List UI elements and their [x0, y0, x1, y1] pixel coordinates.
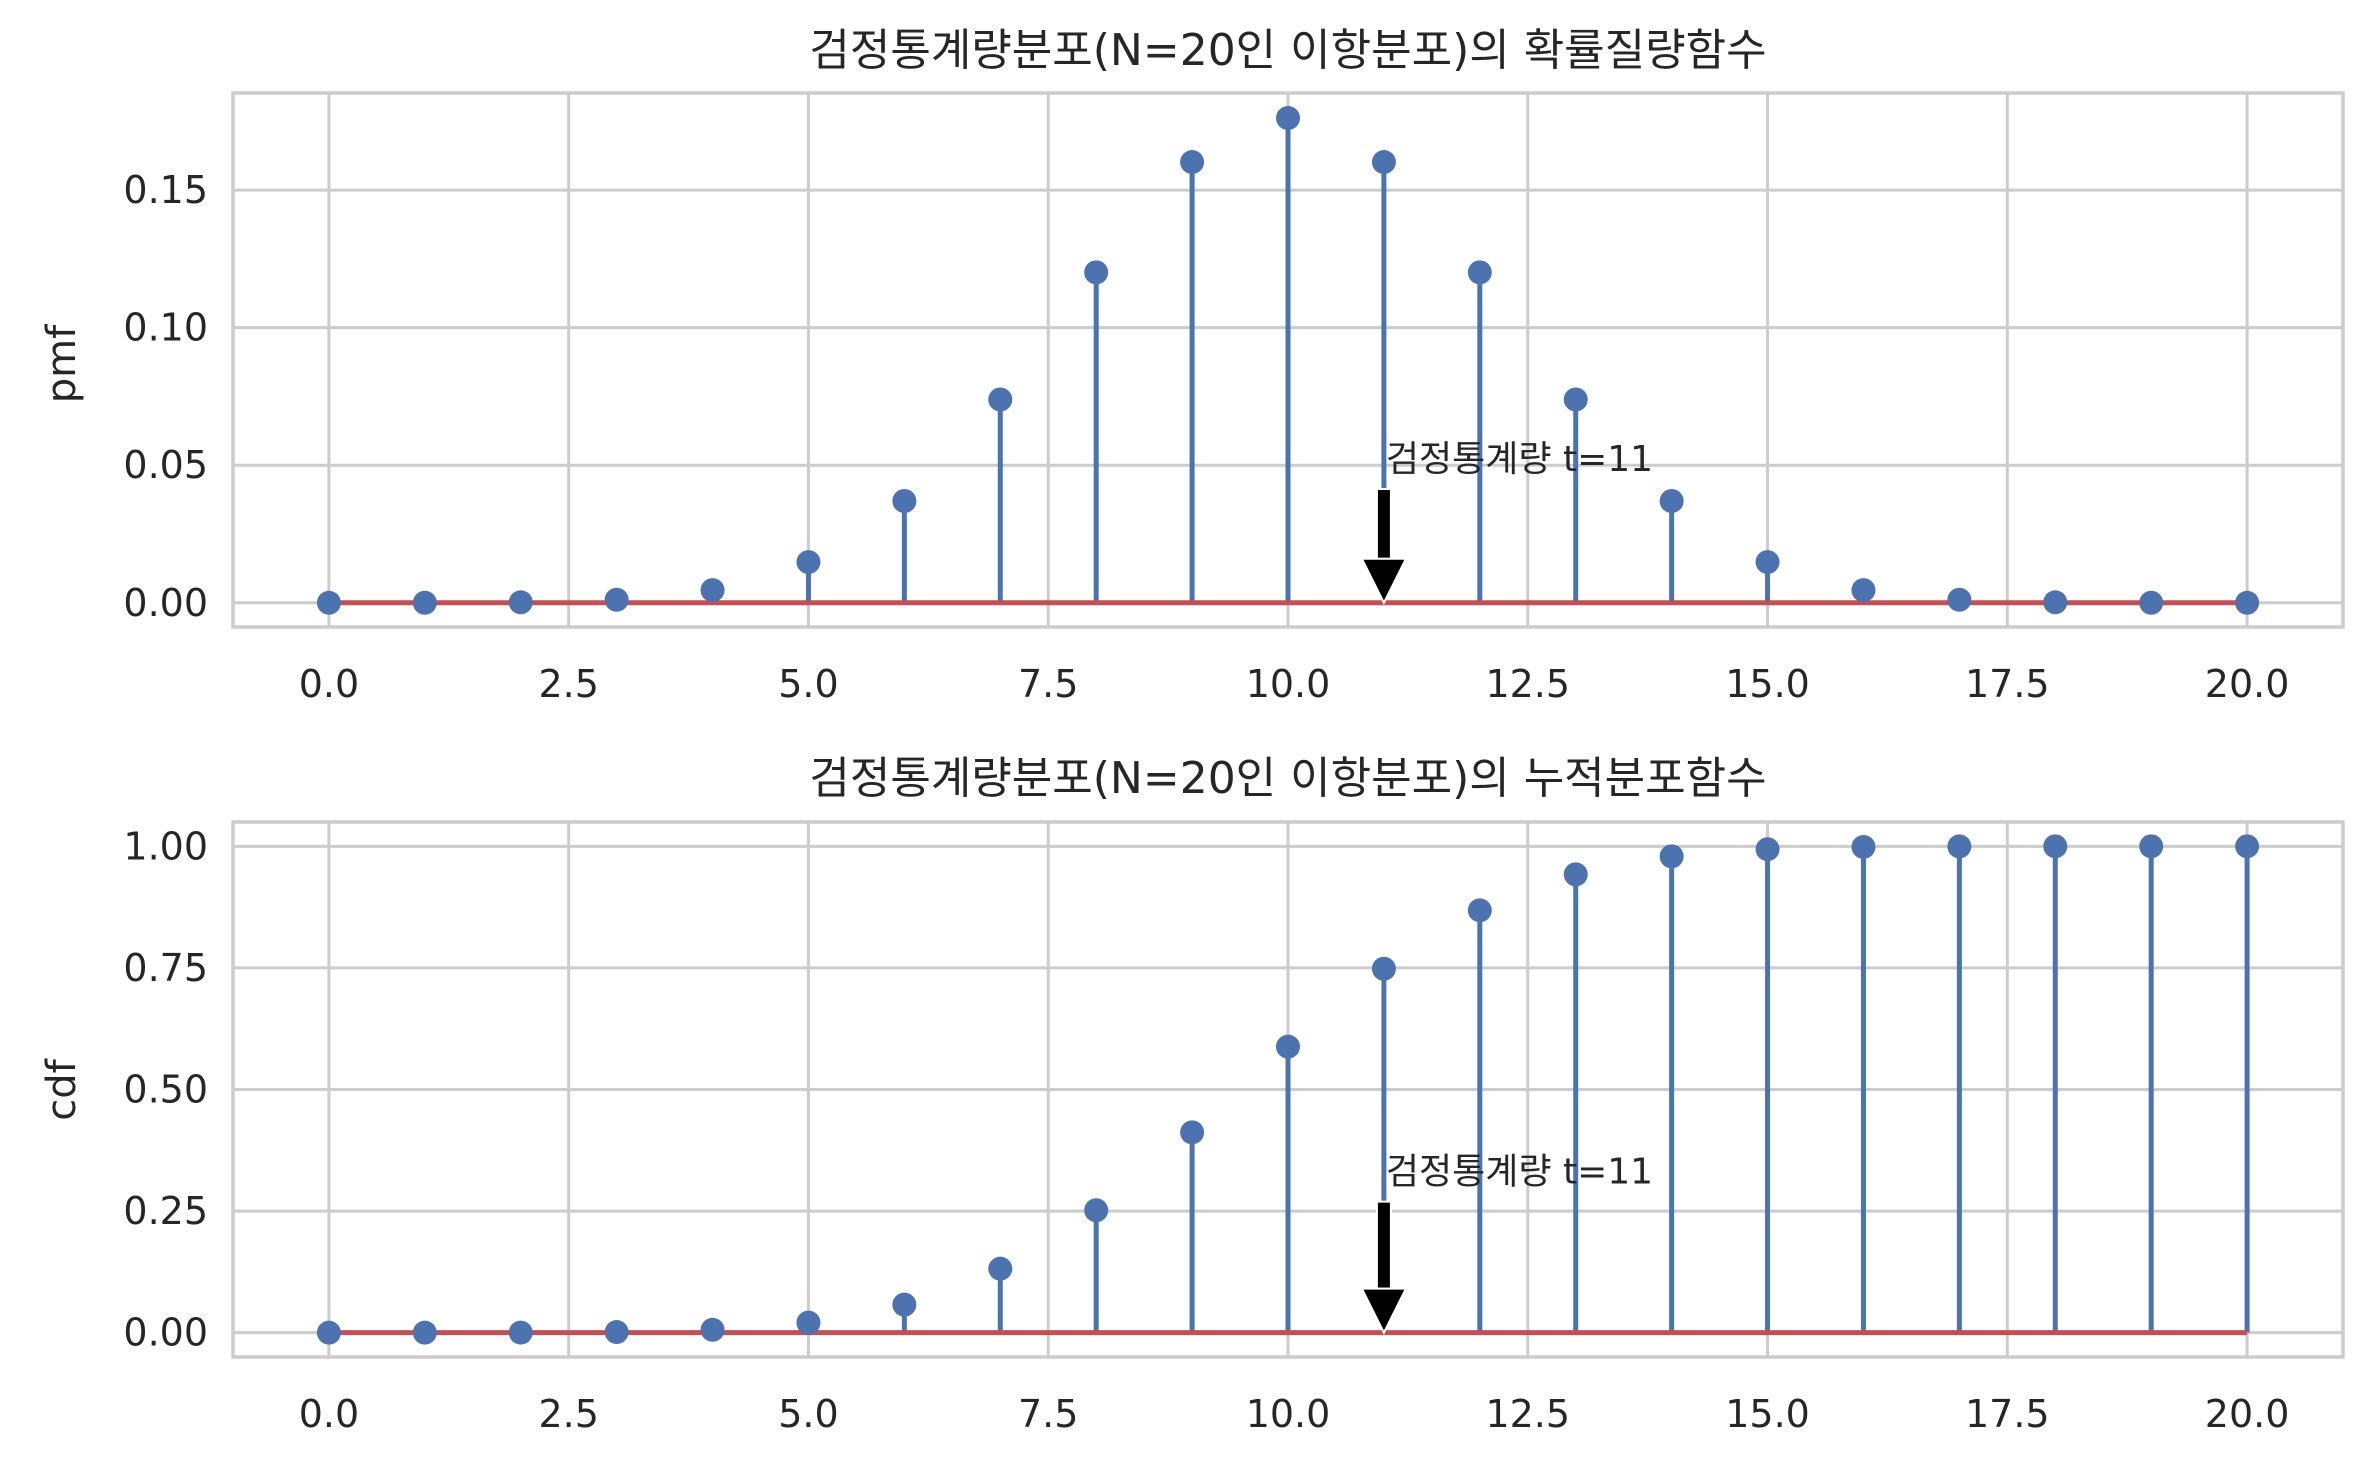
- cdf-y-tick-label: 1.00: [123, 824, 208, 868]
- cdf-stem-marker: [700, 1317, 725, 1342]
- cdf-annotation-arrow-shaft: [1375, 1200, 1392, 1290]
- cdf-panel: 검정통계량분포(N=20인 이항분포)의 누적분포함수 cdf 0.0 2.5 5.…: [39, 753, 2345, 1436]
- pmf-x-tick-label: 10.0: [1246, 662, 1331, 706]
- pmf-stem-marker: [892, 488, 917, 513]
- pmf-x-tick-label: 12.5: [1485, 662, 1570, 706]
- pmf-stems: [316, 106, 2260, 615]
- pmf-stem-marker: [2139, 590, 2164, 615]
- pmf-y-tick-label: 0.00: [123, 581, 208, 625]
- pmf-stem-marker: [1659, 488, 1684, 513]
- cdf-x-tick-label: 2.5: [538, 1392, 598, 1436]
- cdf-x-tick-labels: 0.0 2.5 5.0 7.5 10.0 12.5 15.0 17.5 20.0: [299, 1392, 2290, 1436]
- cdf-stem-marker: [316, 1320, 341, 1345]
- pmf-stem-marker: [1180, 150, 1205, 175]
- pmf-stem-marker: [1947, 587, 1972, 612]
- cdf-y-tick-label: 0.75: [123, 946, 208, 990]
- pmf-stem-marker: [700, 578, 725, 603]
- pmf-y-tick-labels: 0.00 0.05 0.10 0.15: [123, 168, 208, 625]
- pmf-x-tick-label: 2.5: [538, 662, 598, 706]
- cdf-stem-marker: [1563, 862, 1588, 887]
- cdf-stems: [316, 834, 2260, 1345]
- pmf-stem-marker: [2235, 590, 2260, 615]
- cdf-stem-marker: [1180, 1120, 1205, 1145]
- cdf-y-tick-label: 0.00: [123, 1311, 208, 1355]
- cdf-stem-marker: [1755, 837, 1780, 862]
- cdf-stem-marker: [1659, 844, 1684, 869]
- pmf-stem-marker: [1851, 578, 1876, 603]
- cdf-stem-marker: [2235, 834, 2260, 859]
- pmf-x-tick-labels: 0.0 2.5 5.0 7.5 10.0 12.5 15.0 17.5 20.0: [299, 662, 2290, 706]
- cdf-stem-marker: [2043, 834, 2068, 859]
- cdf-y-tick-label: 0.50: [123, 1068, 208, 1112]
- pmf-stem-marker: [1371, 150, 1396, 175]
- cdf-chart-title: 검정통계량분포(N=20인 이항분포)의 누적분포함수: [809, 753, 1766, 804]
- pmf-stem-marker: [1084, 260, 1109, 285]
- pmf-stem-marker: [1467, 260, 1492, 285]
- pmf-chart-title: 검정통계량분포(N=20인 이항분포)의 확률질량함수: [809, 25, 1766, 76]
- pmf-stem-marker: [508, 590, 533, 615]
- cdf-stem-marker: [412, 1320, 437, 1345]
- pmf-y-tick-label: 0.05: [123, 443, 208, 487]
- pmf-stem-marker: [988, 387, 1013, 412]
- cdf-stem-marker: [1371, 956, 1396, 981]
- cdf-x-tick-label: 10.0: [1246, 1392, 1331, 1436]
- cdf-stem-marker: [508, 1320, 533, 1345]
- cdf-stem-marker: [604, 1320, 629, 1345]
- cdf-stem-marker: [892, 1292, 917, 1317]
- pmf-y-axis-label: pmf: [39, 324, 85, 403]
- pmf-x-tick-label: 17.5: [1965, 662, 2050, 706]
- pmf-annotation: 검정통계량 t=11: [1360, 439, 1653, 606]
- cdf-x-tick-label: 15.0: [1725, 1392, 1810, 1436]
- cdf-stem-marker: [796, 1310, 821, 1335]
- pmf-annotation-arrow-shaft: [1375, 487, 1392, 560]
- pmf-x-tick-label: 15.0: [1725, 662, 1810, 706]
- pmf-plot-frame: [231, 91, 2345, 629]
- pmf-y-tick-label: 0.10: [123, 306, 208, 350]
- cdf-x-tick-label: 0.0: [299, 1392, 359, 1436]
- cdf-stem-marker: [1276, 1034, 1300, 1059]
- pmf-x-tick-label: 7.5: [1018, 662, 1078, 706]
- cdf-y-tick-label: 0.25: [123, 1189, 208, 1233]
- pmf-annotation-text: 검정통계량 t=11: [1386, 439, 1653, 480]
- pmf-stem-marker: [604, 587, 629, 612]
- cdf-stem-marker: [988, 1256, 1013, 1281]
- cdf-x-tick-label: 12.5: [1485, 1392, 1570, 1436]
- cdf-x-tick-label: 20.0: [2205, 1392, 2290, 1436]
- cdf-plot-frame: [231, 820, 2345, 1359]
- pmf-annotation-arrow-head: [1360, 557, 1408, 606]
- pmf-y-tick-label: 0.15: [123, 168, 208, 212]
- cdf-annotation-text: 검정통계량 t=11: [1386, 1152, 1653, 1193]
- cdf-annotation: 검정통계량 t=11: [1360, 1152, 1653, 1335]
- cdf-x-tick-label: 17.5: [1965, 1392, 2050, 1436]
- cdf-x-tick-label: 7.5: [1018, 1392, 1078, 1436]
- cdf-stem-marker: [1467, 898, 1492, 923]
- pmf-stem-marker: [1276, 106, 1300, 131]
- pmf-stem-marker: [2043, 590, 2068, 615]
- cdf-y-axis-label: cdf: [39, 1058, 85, 1120]
- cdf-stem-marker: [2139, 834, 2164, 859]
- pmf-x-tick-label: 0.0: [299, 662, 359, 706]
- cdf-stem-marker: [1947, 834, 1972, 859]
- pmf-stem-marker: [316, 590, 341, 615]
- pmf-stem-marker: [1755, 550, 1780, 575]
- cdf-x-tick-label: 5.0: [778, 1392, 838, 1436]
- cdf-stem-marker: [1084, 1198, 1109, 1223]
- cdf-y-tick-labels: 0.00 0.25 0.50 0.75 1.00: [123, 824, 208, 1354]
- pmf-x-tick-label: 5.0: [778, 662, 838, 706]
- pmf-panel: 검정통계량분포(N=20인 이항분포)의 확률질량함수 pmf 0.0 2.5 5.…: [39, 25, 2345, 706]
- cdf-annotation-arrow-head: [1360, 1287, 1408, 1335]
- pmf-stem-marker: [1563, 387, 1588, 412]
- pmf-x-tick-label: 20.0: [2205, 662, 2290, 706]
- pmf-stem-marker: [412, 590, 437, 615]
- pmf-stem-marker: [796, 550, 821, 575]
- cdf-stem-marker: [1851, 834, 1876, 859]
